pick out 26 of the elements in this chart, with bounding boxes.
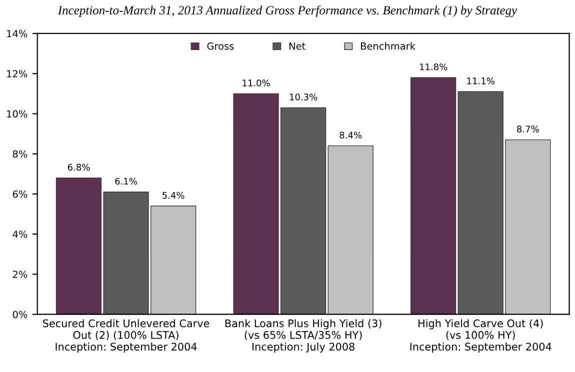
data-label: 5.4% (162, 192, 184, 199)
data-label: 11.8% (420, 63, 448, 70)
chart-title: Inception-to-March 31, 2013 Annualized Gross Performance vs. Benchmark (1) by Strategy (58, 6, 518, 18)
y-tick-label: 0% (12, 310, 28, 318)
y-tick-label: 14% (7, 30, 28, 38)
y-tick-label: 2% (12, 270, 28, 278)
data-label: 8.4% (340, 132, 362, 139)
data-label: 10.3% (290, 94, 318, 100)
data-label: 8.7% (517, 126, 539, 132)
x-tick-label: Secured Credit Unlevered Carve Out (2) (100% LSTA) Inception: September 2004 (43, 319, 210, 353)
legend-label: Net (290, 42, 306, 50)
x-tick-label: High Yield Carve Out (4) (vs 100% HY) Inception: September 2004 (410, 319, 552, 353)
y-tick-label: 12% (7, 70, 28, 78)
bar (328, 145, 374, 314)
data-label: 6.8% (68, 164, 90, 171)
data-label: 11.0% (242, 80, 270, 86)
bar (410, 77, 456, 314)
x-tick-label: Bank Loans Plus High Yield (3) (vs 65% LSTA/35% HY) Inception: July 2008 (225, 319, 382, 353)
legend-label: Gross (207, 42, 234, 50)
data-label: 6.1% (115, 178, 137, 185)
y-tick-label: 6% (12, 190, 28, 198)
y-tick-label: 4% (12, 230, 28, 238)
legend-label: Benchmark (361, 42, 416, 50)
y-tick-label: 8% (12, 150, 28, 158)
y-tick-label: 10% (7, 110, 28, 118)
data-label: 11.1% (467, 78, 494, 84)
